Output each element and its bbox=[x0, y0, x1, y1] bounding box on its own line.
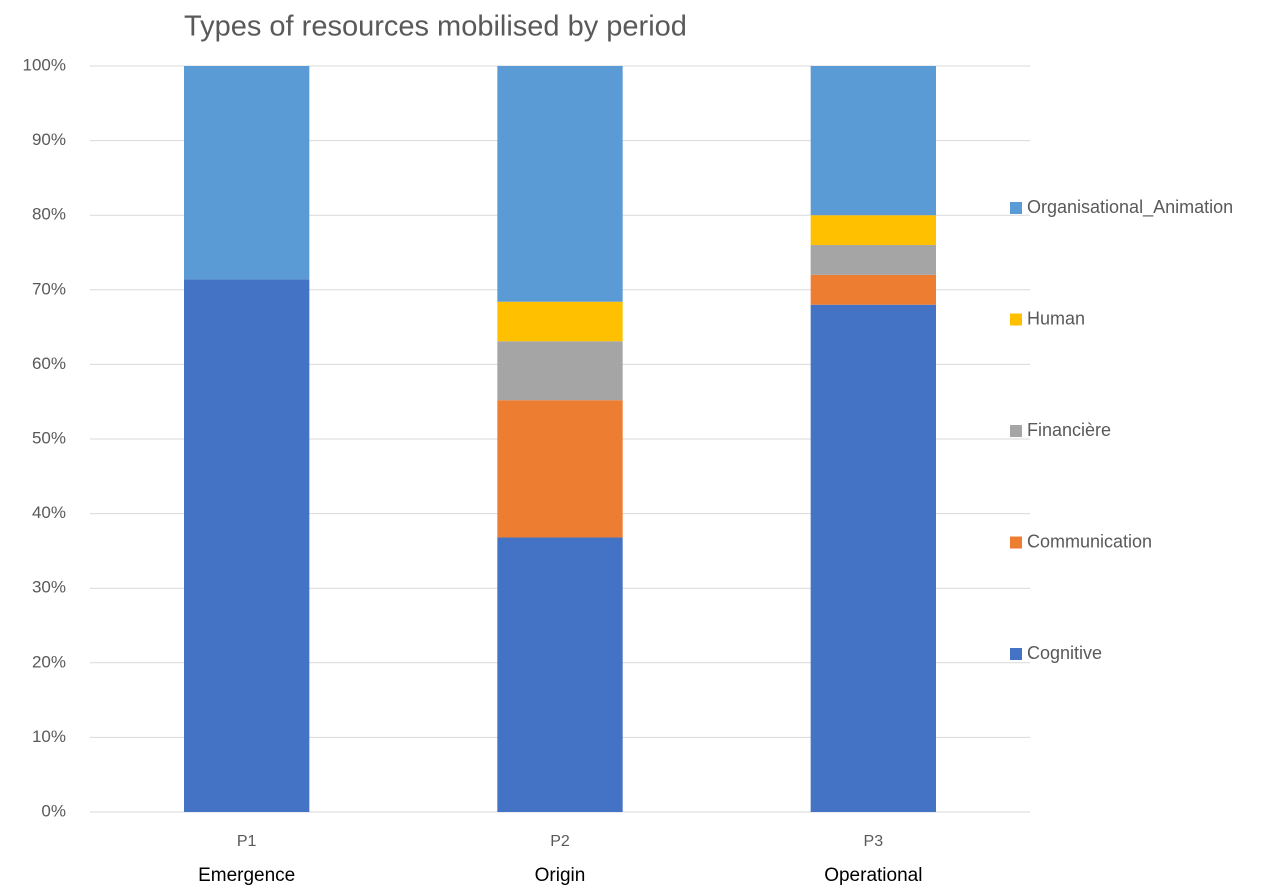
y-tick-label: 20% bbox=[32, 652, 66, 671]
bar-segment bbox=[810, 304, 936, 812]
bar-segment bbox=[810, 245, 936, 275]
legend-label: Human bbox=[1027, 308, 1085, 328]
legend-swatch bbox=[1010, 648, 1022, 660]
legend-label: Communication bbox=[1027, 531, 1152, 551]
legend-swatch bbox=[1010, 425, 1022, 437]
legend-swatch bbox=[1010, 202, 1022, 214]
x-tick-label: P3 bbox=[864, 833, 884, 850]
y-tick-label: 80% bbox=[32, 205, 66, 224]
legend-swatch bbox=[1010, 536, 1022, 549]
bar-segment bbox=[810, 66, 936, 216]
y-tick-label: 70% bbox=[32, 279, 66, 298]
bar-segment bbox=[497, 400, 623, 538]
y-tick-label: 60% bbox=[32, 354, 66, 373]
period-name: Emergence bbox=[198, 865, 295, 886]
bar-segment bbox=[184, 66, 310, 280]
bar-segment bbox=[497, 301, 623, 342]
y-tick-label: 40% bbox=[32, 503, 66, 522]
period-name: Operational bbox=[824, 865, 922, 886]
legend-swatch bbox=[1010, 313, 1022, 326]
y-tick-label: 30% bbox=[32, 578, 66, 597]
y-tick-label: 0% bbox=[41, 801, 66, 820]
bar-segment bbox=[810, 274, 936, 305]
bar-segment bbox=[497, 341, 623, 401]
chart-title: Types of resources mobilised by period bbox=[184, 11, 687, 43]
x-tick-label: P2 bbox=[550, 833, 570, 850]
legend-label: Cognitive bbox=[1027, 643, 1102, 663]
y-tick-label: 100% bbox=[23, 55, 66, 74]
bar-segment bbox=[497, 537, 623, 812]
bar-segment bbox=[184, 279, 310, 813]
y-tick-label: 50% bbox=[32, 428, 66, 447]
x-tick-label: P1 bbox=[237, 833, 257, 850]
y-tick-label: 90% bbox=[32, 130, 66, 149]
bar-segment bbox=[810, 215, 936, 246]
y-tick-label: 10% bbox=[32, 727, 66, 746]
legend-label: Financière bbox=[1027, 420, 1111, 440]
bar-segment bbox=[497, 66, 623, 302]
legend-label: Organisational_Animation bbox=[1027, 197, 1233, 218]
period-name: Origin bbox=[535, 865, 586, 886]
